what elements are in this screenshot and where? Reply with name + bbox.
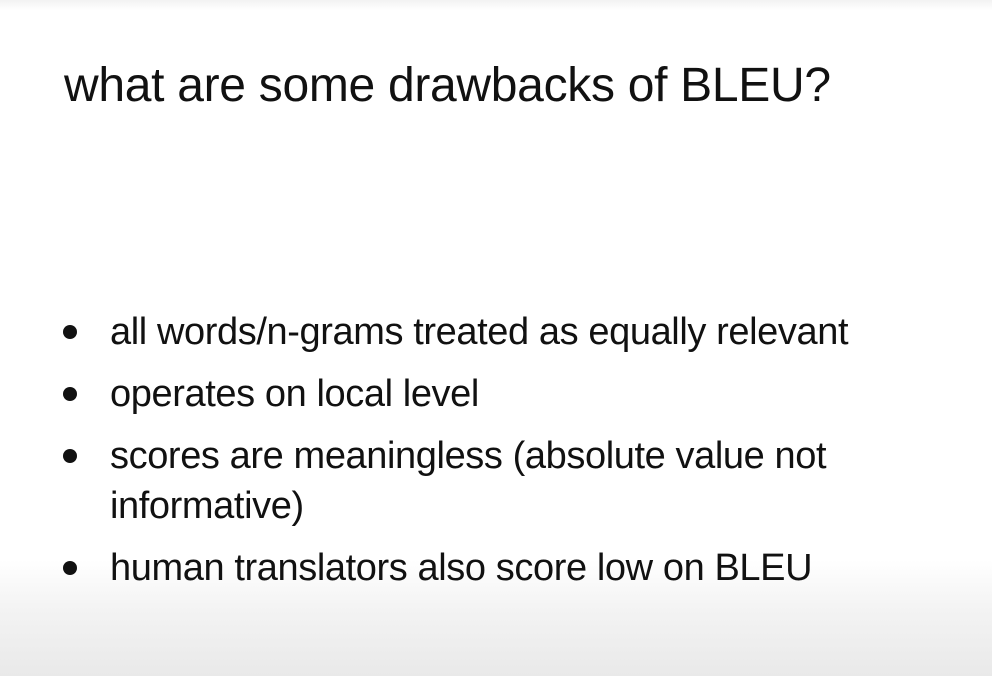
bullet-dot-icon: [63, 325, 77, 339]
bullet-item: scores are meaningless (absolute value n…: [60, 431, 960, 531]
bullet-text: scores are meaningless (absolute value n…: [110, 435, 827, 527]
bullet-item: all words/n-grams treated as equally rel…: [60, 307, 960, 357]
bullet-item: operates on local level: [60, 369, 960, 419]
bullet-text: operates on local level: [110, 373, 479, 415]
bullet-text: human translators also score low on BLEU: [110, 547, 813, 589]
bullet-dot-icon: [63, 387, 77, 401]
bullet-dot-icon: [63, 561, 77, 575]
top-edge-shadow: [0, 0, 992, 10]
slide-title: what are some drawbacks of BLEU?: [64, 59, 831, 112]
bullet-dot-icon: [63, 449, 77, 463]
bullet-text: all words/n-grams treated as equally rel…: [110, 311, 849, 353]
bullet-item: human translators also score low on BLEU: [60, 543, 960, 593]
bullet-list: all words/n-grams treated as equally rel…: [60, 307, 960, 593]
